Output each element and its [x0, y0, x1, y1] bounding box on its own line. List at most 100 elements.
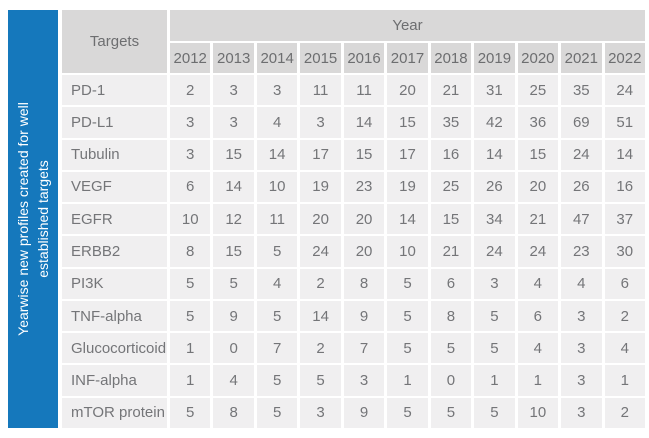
value-cell: 15	[213, 236, 254, 267]
value-cell: 26	[474, 171, 515, 203]
value-cell: 4	[604, 333, 645, 364]
value-cell: 11	[343, 75, 385, 106]
value-cell: 9	[213, 300, 254, 332]
value-cell: 5	[387, 333, 428, 364]
target-label: EGFR	[62, 204, 167, 235]
year-group-header: Year	[170, 10, 645, 41]
value-cell: 47	[561, 204, 602, 235]
target-label: mTOR protein	[62, 397, 167, 428]
value-cell: 15	[213, 139, 254, 170]
value-cell: 16	[604, 171, 645, 203]
value-cell: 24	[300, 236, 341, 267]
value-cell: 2	[170, 75, 211, 106]
value-cell: 5	[170, 300, 211, 332]
value-cell: 1	[604, 365, 645, 396]
value-cell: 5	[256, 300, 298, 332]
value-cell: 10	[517, 397, 559, 428]
value-cell: 6	[604, 268, 645, 299]
value-cell: 2	[300, 268, 341, 299]
value-cell: 12	[213, 204, 254, 235]
value-cell: 3	[561, 365, 602, 396]
value-cell: 3	[170, 139, 211, 170]
value-cell: 2	[300, 333, 341, 364]
value-cell: 15	[387, 107, 428, 138]
value-cell: 14	[300, 300, 341, 332]
value-cell: 2	[604, 397, 645, 428]
target-label: Tubulin	[62, 139, 167, 170]
value-cell: 9	[343, 300, 385, 332]
value-cell: 4	[256, 107, 298, 138]
value-cell: 1	[387, 365, 428, 396]
value-cell: 37	[604, 204, 645, 235]
target-label: PD-L1	[62, 107, 167, 138]
year-header-2022: 2022	[604, 43, 645, 73]
target-label: INF-alpha	[62, 365, 167, 396]
value-cell: 4	[561, 268, 602, 299]
value-cell: 10	[256, 171, 298, 203]
value-cell: 14	[387, 204, 428, 235]
value-cell: 20	[343, 236, 385, 267]
value-cell: 4	[517, 333, 559, 364]
value-cell: 23	[343, 171, 385, 203]
value-cell: 20	[343, 204, 385, 235]
year-header-2017: 2017	[387, 43, 428, 73]
value-cell: 5	[430, 333, 472, 364]
value-cell: 11	[256, 204, 298, 235]
year-header-2018: 2018	[430, 43, 472, 73]
value-cell: 26	[561, 171, 602, 203]
value-cell: 20	[517, 171, 559, 203]
value-cell: 5	[387, 268, 428, 299]
target-label: VEGF	[62, 171, 167, 203]
value-cell: 24	[474, 236, 515, 267]
target-label: TNF-alpha	[62, 300, 167, 332]
value-cell: 5	[474, 300, 515, 332]
value-cell: 15	[430, 204, 472, 235]
year-header-2013: 2013	[213, 43, 254, 73]
value-cell: 21	[430, 236, 472, 267]
value-cell: 3	[213, 107, 254, 138]
value-cell: 5	[170, 397, 211, 428]
value-cell: 1	[474, 365, 515, 396]
value-cell: 9	[343, 397, 385, 428]
figure-vertical-title: Yearwise new profiles created for well e…	[14, 102, 51, 336]
year-header-2021: 2021	[561, 43, 602, 73]
value-cell: 1	[170, 365, 211, 396]
value-cell: 30	[604, 236, 645, 267]
value-cell: 23	[561, 236, 602, 267]
value-cell: 16	[430, 139, 472, 170]
value-cell: 10	[387, 236, 428, 267]
value-cell: 7	[343, 333, 385, 364]
value-cell: 8	[343, 268, 385, 299]
value-cell: 14	[213, 171, 254, 203]
value-cell: 5	[213, 268, 254, 299]
year-header-2019: 2019	[474, 43, 515, 73]
value-cell: 5	[387, 397, 428, 428]
value-cell: 15	[343, 139, 385, 170]
value-cell: 11	[300, 75, 341, 106]
value-cell: 5	[170, 268, 211, 299]
value-cell: 4	[256, 268, 298, 299]
value-cell: 31	[474, 75, 515, 106]
value-cell: 35	[561, 75, 602, 106]
value-cell: 2	[604, 300, 645, 332]
vertical-title-rotated-wrap: Yearwise new profiles created for well e…	[8, 10, 58, 428]
year-header-2014: 2014	[256, 43, 298, 73]
value-cell: 15	[517, 139, 559, 170]
value-cell: 20	[387, 75, 428, 106]
value-cell: 6	[430, 268, 472, 299]
target-label: ERBB2	[62, 236, 167, 267]
value-cell: 6	[170, 171, 211, 203]
value-cell: 3	[561, 397, 602, 428]
value-cell: 5	[300, 365, 341, 396]
year-header-2016: 2016	[343, 43, 385, 73]
value-cell: 0	[213, 333, 254, 364]
value-cell: 25	[430, 171, 472, 203]
value-cell: 14	[256, 139, 298, 170]
value-cell: 36	[517, 107, 559, 138]
value-cell: 3	[300, 397, 341, 428]
value-cell: 14	[474, 139, 515, 170]
value-cell: 20	[300, 204, 341, 235]
year-header-2015: 2015	[300, 43, 341, 73]
target-label: Glucocorticoid	[62, 333, 167, 364]
value-cell: 17	[300, 139, 341, 170]
